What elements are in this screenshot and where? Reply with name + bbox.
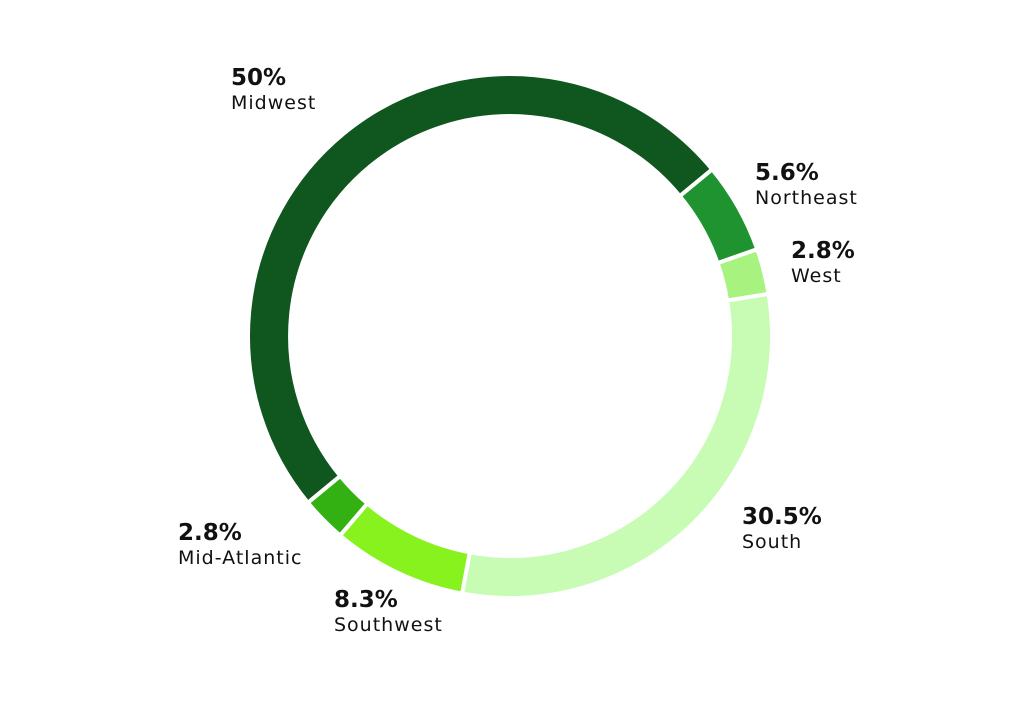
category-label: South <box>742 531 802 553</box>
donut-segment <box>337 500 473 596</box>
value-label: 8.3% <box>334 587 398 613</box>
value-label: 2.8% <box>791 238 855 264</box>
donut-segment <box>246 72 715 506</box>
value-label: 30.5% <box>742 504 822 530</box>
value-label: 50% <box>231 65 286 91</box>
value-label: 5.6% <box>755 160 819 186</box>
category-label: Southwest <box>334 614 443 636</box>
value-label: 2.8% <box>178 520 242 546</box>
category-label: Northeast <box>755 187 858 209</box>
category-label: Midwest <box>231 92 316 114</box>
donut-segment <box>459 291 774 600</box>
category-label: Mid-Atlantic <box>178 547 302 569</box>
category-label: West <box>791 265 842 287</box>
